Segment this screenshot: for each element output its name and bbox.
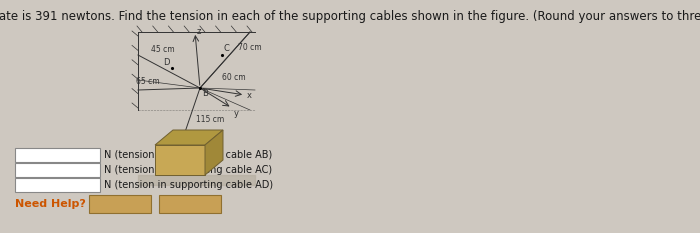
Text: N (tension in supporting cable AC): N (tension in supporting cable AC)	[104, 165, 272, 175]
FancyBboxPatch shape	[159, 195, 221, 213]
Text: 70 cm: 70 cm	[238, 44, 262, 52]
Polygon shape	[155, 130, 223, 145]
Text: Watch It: Watch It	[170, 199, 210, 209]
Text: 65 cm: 65 cm	[136, 78, 160, 86]
Text: Need Help?: Need Help?	[15, 199, 86, 209]
Text: 115 cm: 115 cm	[196, 115, 224, 124]
Text: C: C	[224, 44, 230, 53]
Polygon shape	[205, 130, 223, 175]
FancyBboxPatch shape	[15, 163, 100, 177]
Text: N (tension in supporting cable AD): N (tension in supporting cable AD)	[104, 180, 273, 190]
Text: B: B	[202, 89, 208, 98]
Text: The weight of a crate is 391 newtons. Find the tension in each of the supporting: The weight of a crate is 391 newtons. Fi…	[0, 10, 700, 23]
FancyBboxPatch shape	[15, 148, 100, 162]
Text: x: x	[247, 90, 252, 99]
Text: N (tension in supporting cable AB): N (tension in supporting cable AB)	[104, 150, 272, 160]
Text: z: z	[197, 27, 202, 37]
Text: 45 cm: 45 cm	[151, 45, 175, 55]
FancyBboxPatch shape	[89, 195, 151, 213]
Text: 60 cm: 60 cm	[222, 73, 246, 82]
Text: A: A	[174, 141, 180, 150]
Text: y: y	[234, 109, 239, 118]
FancyBboxPatch shape	[15, 178, 100, 192]
Polygon shape	[155, 145, 205, 175]
Text: D: D	[164, 58, 170, 67]
Text: Read It: Read It	[103, 199, 137, 209]
